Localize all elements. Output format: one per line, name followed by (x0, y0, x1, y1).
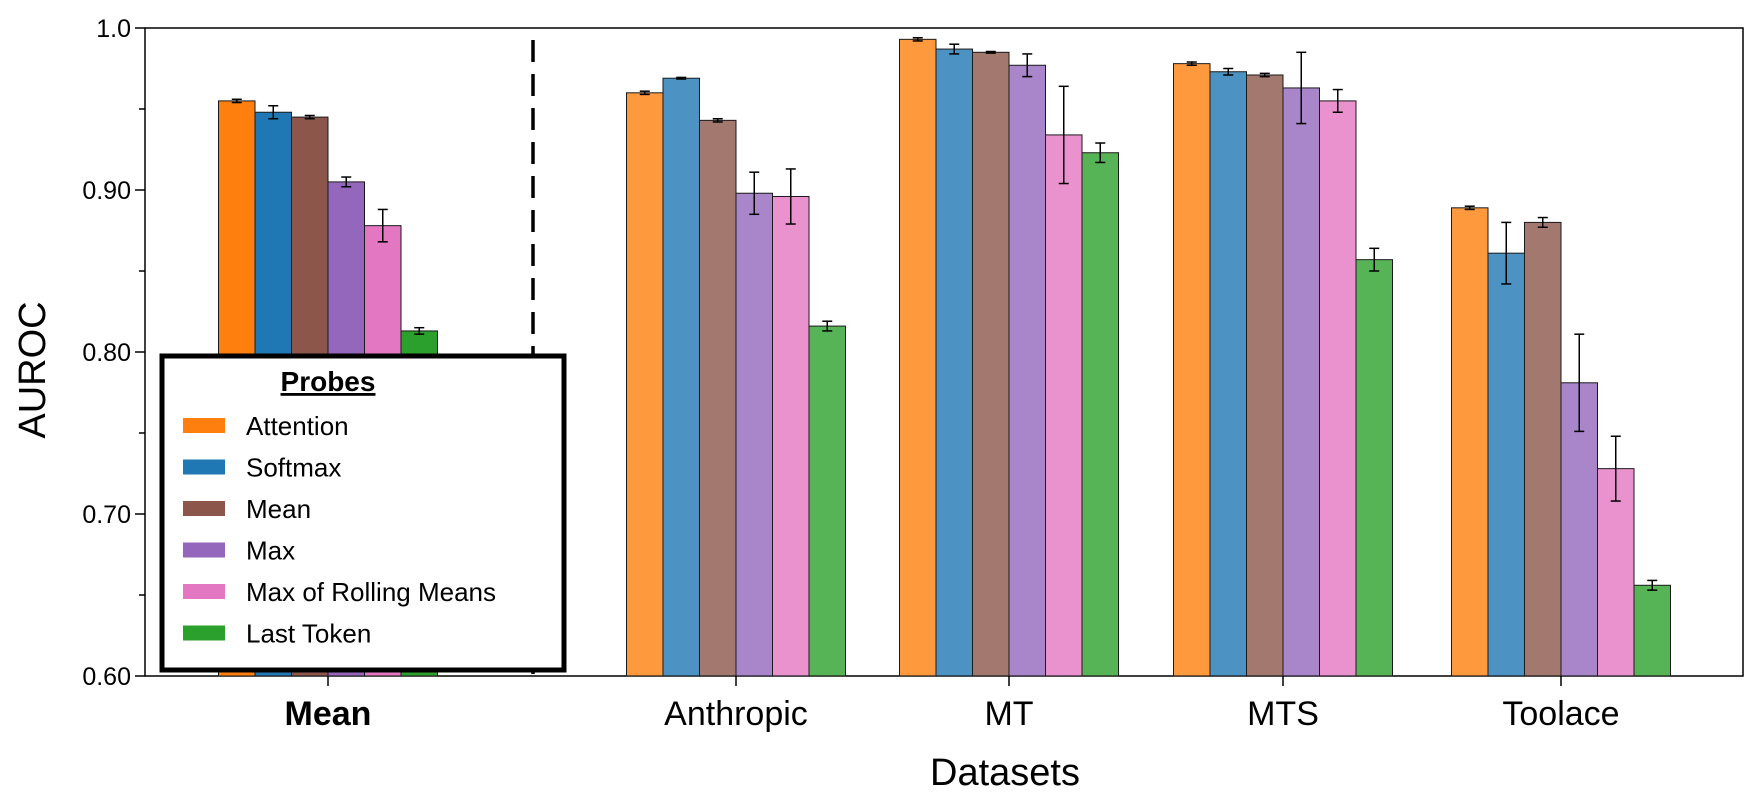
y-axis: 0.60 0.70 0.80 0.90 1.0 (82, 15, 145, 691)
errorbar-attention-mts (1186, 61, 1197, 67)
legend-swatch-softmax (183, 459, 225, 475)
legend-label-max-of-rolling-means: Max of Rolling Means (246, 577, 496, 607)
legend-swatch-max-of-rolling-means (183, 584, 225, 599)
y-axis-title: AUROC (12, 301, 54, 438)
errorbar-max-mt (1022, 53, 1033, 78)
errorbar-mean-anthropic (712, 117, 723, 123)
errorbar-last-token-mean (414, 326, 425, 335)
legend-label-last-token: Last Token (246, 619, 371, 649)
errorbar-max-of-rolling-means-anthropic (785, 168, 796, 225)
bar-last-token-toolace (1633, 584, 1671, 677)
bar-mean-mt (972, 51, 1010, 677)
legend-swatch-mean (183, 501, 225, 516)
errorbar-max-anthropic (749, 171, 760, 216)
bar-softmax-toolace (1487, 252, 1525, 677)
bar-attention-toolace (1451, 207, 1489, 677)
errorbar-max-mts (1296, 51, 1307, 125)
errorbar-last-token-mts (1369, 247, 1380, 272)
bar-mean-mts (1246, 74, 1284, 677)
legend-frame (159, 353, 567, 673)
x-tick-label-mean: Mean (285, 695, 372, 733)
errorbar-attention-mt (912, 36, 923, 42)
bar-softmax-mt (935, 48, 973, 677)
errorbar-mean-toolace (1537, 216, 1548, 229)
legend-swatch-attention (183, 418, 225, 433)
y-tick-label: 0.90 (82, 177, 131, 205)
errorbar-softmax-toolace (1501, 221, 1512, 285)
y-tick-label: 1.0 (96, 15, 131, 43)
bar-mean-anthropic (699, 119, 737, 677)
bar-max-of-rolling-means-mts (1319, 100, 1357, 677)
bar-max-of-rolling-means-anthropic (772, 195, 810, 677)
bar-attention-anthropic (626, 92, 664, 677)
bar-max-anthropic (735, 192, 773, 677)
legend-label-mean: Mean (246, 494, 311, 524)
errorbar-max-of-rolling-means-toolace (1610, 435, 1621, 502)
errorbar-softmax-mean (268, 105, 279, 120)
x-axis-title: Datasets (930, 752, 1080, 794)
errorbar-max-toolace (1574, 333, 1585, 433)
legend-title: Probes (281, 366, 376, 397)
legend-swatch-max (183, 542, 225, 558)
errorbar-attention-mean (231, 98, 242, 104)
errorbar-softmax-mt (949, 43, 960, 55)
errorbar-softmax-anthropic (676, 76, 687, 80)
x-axis: Mean Anthropic MT MTS Toolace (285, 676, 1620, 733)
bar-mean-toolace (1524, 221, 1562, 677)
bar-attention-mt (899, 38, 937, 677)
bar-last-token-mts (1355, 259, 1393, 677)
errorbar-max-of-rolling-means-mts (1332, 88, 1343, 113)
bar-last-token-anthropic (808, 325, 846, 677)
errorbars-layer (231, 36, 1658, 591)
y-tick-label: 0.70 (82, 501, 131, 529)
legend-label-softmax: Softmax (246, 453, 341, 483)
errorbar-last-token-toolace (1647, 579, 1658, 591)
errorbar-mean-mean (304, 114, 315, 120)
errorbar-max-mean (341, 176, 352, 188)
bar-max-mts (1282, 87, 1320, 677)
x-tick-label-toolace: Toolace (1502, 695, 1619, 733)
bar-last-token-mt (1081, 152, 1119, 677)
bar-max-of-rolling-means-mt (1045, 134, 1083, 677)
legend-items: Attention Softmax Mean Max Max of Rolling Me… (183, 411, 496, 649)
bar-softmax-anthropic (662, 77, 700, 677)
legend-swatch-last-token (183, 625, 225, 641)
y-tick-label: 0.80 (82, 339, 131, 367)
errorbar-attention-toolace (1464, 205, 1475, 211)
x-tick-label-mts: MTS (1247, 695, 1319, 733)
errorbar-attention-anthropic (639, 90, 650, 96)
x-tick-label-mt: MT (984, 695, 1033, 733)
x-tick-label-anthropic: Anthropic (664, 695, 808, 733)
bar-attention-mts (1173, 63, 1211, 677)
y-tick-label: 0.60 (82, 663, 131, 691)
legend-label-max: Max (246, 536, 295, 566)
errorbar-max-of-rolling-means-mean (377, 208, 388, 243)
legend-label-attention: Attention (246, 411, 349, 441)
errorbar-softmax-mts (1223, 67, 1234, 76)
bar-max-of-rolling-means-toolace (1597, 468, 1635, 677)
errorbar-mean-mts (1259, 72, 1270, 78)
errorbar-last-token-mt (1095, 142, 1106, 164)
errorbar-last-token-anthropic (822, 320, 833, 332)
legend: Probes Attention Softmax Mean Max Max of Rol… (159, 353, 567, 673)
errorbar-mean-mt (985, 50, 996, 54)
bar-softmax-mts (1209, 71, 1247, 677)
bar-max-mt (1008, 64, 1046, 677)
errorbar-max-of-rolling-means-mt (1058, 85, 1069, 185)
